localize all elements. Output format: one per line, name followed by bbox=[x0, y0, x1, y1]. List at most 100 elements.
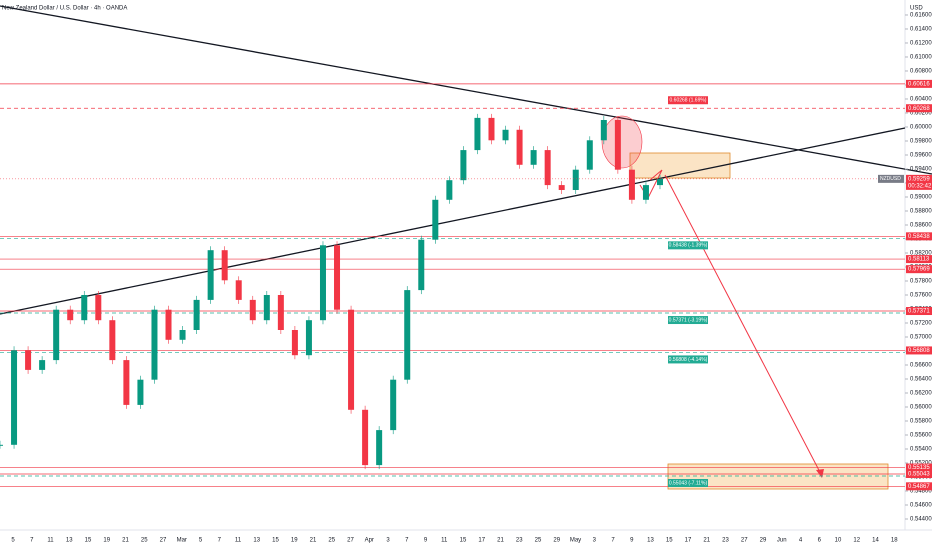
level-label: 0.58438 bbox=[908, 234, 930, 240]
target-tag bbox=[668, 316, 708, 325]
level-tag bbox=[906, 232, 932, 241]
candle bbox=[291, 329, 298, 356]
x-tick-label: 9 bbox=[630, 538, 634, 544]
x-tick-label: 23 bbox=[516, 538, 523, 544]
candle bbox=[95, 294, 102, 321]
y-tick-label: 0.55800 bbox=[910, 419, 932, 425]
candle bbox=[572, 169, 579, 190]
y-tick-label: 0.61400 bbox=[910, 27, 932, 33]
candle bbox=[123, 360, 130, 405]
projection-arrow bbox=[664, 174, 823, 477]
y-tick-label: 0.55400 bbox=[910, 447, 932, 453]
target-label: 0.55043 (-7.11%) bbox=[669, 480, 708, 486]
x-tick-label: 9 bbox=[424, 538, 428, 544]
level-label: 0.58113 bbox=[908, 257, 930, 263]
x-tick-label: 27 bbox=[741, 538, 748, 544]
y-tick-label: 0.54800 bbox=[910, 489, 932, 495]
candle bbox=[474, 117, 481, 151]
target-tag bbox=[668, 478, 708, 487]
y-tick-label: 0.56000 bbox=[910, 405, 932, 411]
trendline bbox=[0, 5, 932, 175]
y-tick-label: 0.58600 bbox=[910, 223, 932, 229]
candle bbox=[319, 245, 326, 321]
x-tick-label: 19 bbox=[291, 538, 298, 544]
target-label: 0.58438 (-1.39%) bbox=[669, 243, 708, 249]
x-tick-label: 15 bbox=[460, 538, 467, 544]
x-tick-label: 29 bbox=[553, 538, 560, 544]
level-label: 0.55043 bbox=[908, 472, 930, 478]
x-tick-label: 14 bbox=[872, 538, 879, 544]
x-tick-label: 7 bbox=[611, 538, 615, 544]
x-tick-label: 3 bbox=[593, 538, 597, 544]
y-tick-label: 0.61000 bbox=[910, 55, 932, 61]
candle bbox=[263, 294, 270, 321]
x-tick-label: 10 bbox=[835, 538, 842, 544]
x-tick-label: 27 bbox=[160, 538, 167, 544]
candle bbox=[657, 178, 663, 186]
candle bbox=[11, 350, 18, 445]
level-tag bbox=[906, 482, 932, 491]
y-tick-label: 0.58200 bbox=[910, 251, 932, 257]
y-tick-label: 0.54400 bbox=[910, 517, 932, 523]
candle bbox=[305, 320, 312, 356]
y-tick-label: 0.59400 bbox=[910, 167, 932, 173]
x-tick-label: 11 bbox=[235, 538, 242, 544]
level-tag bbox=[906, 265, 932, 274]
candle bbox=[376, 430, 383, 466]
level-label: 0.55135 bbox=[908, 465, 930, 471]
target-label: 0.56808 (-4.14%) bbox=[669, 357, 708, 363]
level-label: 0.60268 bbox=[908, 106, 930, 112]
level-tag bbox=[906, 463, 932, 472]
x-tick-label: 13 bbox=[647, 538, 654, 544]
y-tick-label: 0.57800 bbox=[910, 279, 932, 285]
candle bbox=[600, 119, 607, 141]
x-tick-label: 25 bbox=[535, 538, 542, 544]
candle bbox=[586, 140, 593, 170]
candle bbox=[348, 309, 355, 410]
trendline bbox=[0, 127, 906, 315]
x-tick-label: Apr bbox=[365, 538, 374, 544]
candle bbox=[235, 280, 242, 300]
candle bbox=[151, 309, 158, 380]
y-tick-label: 0.56400 bbox=[910, 377, 932, 383]
x-tick-label: Jun bbox=[777, 538, 787, 544]
y-tick-label: 0.59800 bbox=[910, 139, 932, 145]
level-label: 0.54867 bbox=[908, 484, 930, 490]
candle bbox=[67, 309, 74, 321]
x-tick-label: 17 bbox=[478, 538, 485, 544]
candle bbox=[488, 117, 495, 141]
x-tick-label: 21 bbox=[703, 538, 710, 544]
target-tag bbox=[668, 355, 708, 364]
x-tick-label: 13 bbox=[66, 538, 73, 544]
y-tick-label: 0.56600 bbox=[910, 363, 932, 369]
y-tick-label: 0.54600 bbox=[910, 503, 932, 509]
chart-title: New Zealand Dollar / U.S. Dollar · 4h · … bbox=[2, 6, 127, 12]
x-tick-label: 18 bbox=[891, 538, 898, 544]
x-tick-label: 23 bbox=[722, 538, 729, 544]
symbol-tag bbox=[878, 174, 904, 183]
level-tag bbox=[906, 79, 932, 88]
y-tick-label: 0.60800 bbox=[910, 69, 932, 75]
x-tick-label: 15 bbox=[85, 538, 92, 544]
candle bbox=[460, 150, 467, 181]
y-tick-label: 0.61200 bbox=[910, 41, 932, 47]
y-tick-label: 0.60000 bbox=[910, 125, 932, 131]
x-tick-label: 5 bbox=[11, 538, 15, 544]
x-tick-label: May bbox=[570, 538, 581, 544]
x-tick-label: 19 bbox=[103, 538, 110, 544]
candle bbox=[390, 379, 397, 431]
candle bbox=[432, 199, 439, 240]
y-tick-label: 0.59000 bbox=[910, 195, 932, 201]
y-tick-label: 0.55600 bbox=[910, 433, 932, 439]
candle bbox=[25, 350, 32, 370]
y-tick-label: 0.58800 bbox=[910, 209, 932, 215]
x-tick-label: 21 bbox=[310, 538, 317, 544]
level-tag bbox=[906, 469, 932, 478]
countdown: 00:32:42 bbox=[908, 183, 932, 189]
x-tick-label: 21 bbox=[122, 538, 129, 544]
x-tick-label: 11 bbox=[47, 538, 54, 544]
level-label: 0.57969 bbox=[908, 267, 930, 273]
x-tick-label: 17 bbox=[685, 538, 692, 544]
x-tick-label: 4 bbox=[799, 538, 803, 544]
